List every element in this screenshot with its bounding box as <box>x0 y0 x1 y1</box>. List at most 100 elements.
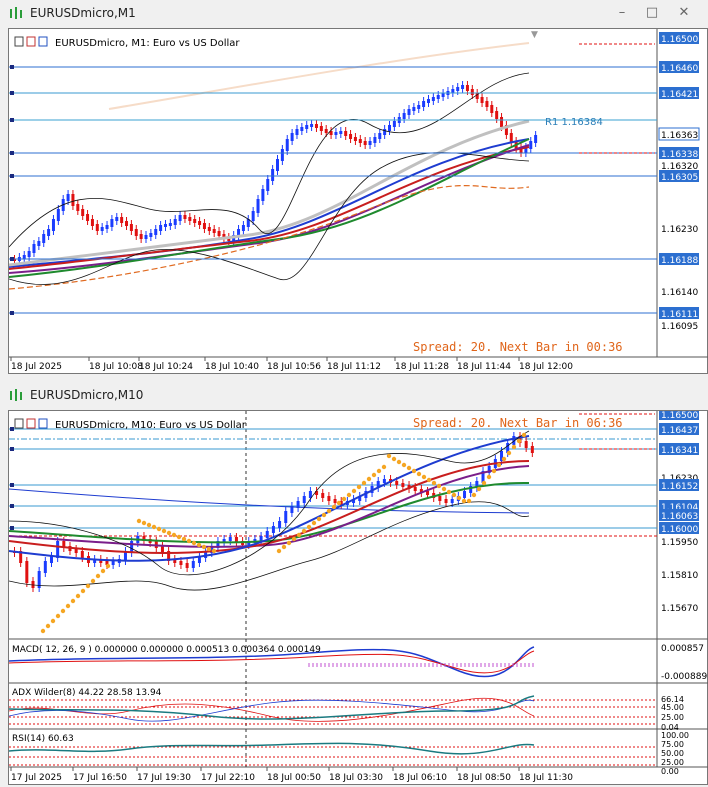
candle-body <box>290 506 294 513</box>
bottom-titlebar[interactable]: EURUSDmicro,M10 <box>0 382 708 410</box>
sar-dot <box>421 474 427 480</box>
candle-body <box>500 117 504 127</box>
candle-body <box>167 551 171 561</box>
candle-body <box>134 229 138 236</box>
sar-dot <box>461 498 467 504</box>
candle-body <box>154 229 158 235</box>
candle-body <box>412 107 416 111</box>
top-titlebar[interactable]: EURUSDmicro,M1 – □ ✕ <box>0 0 708 28</box>
candle-body <box>305 125 309 129</box>
top-chart-window: EURUSDmicro,M1 – □ ✕ 1.16500 1.16460 1.164… <box>0 0 708 380</box>
candle-body <box>241 225 245 231</box>
price-label: 1.16320 <box>661 162 698 172</box>
minimize-button[interactable]: – <box>618 5 626 20</box>
rsi-scale-label: 50.00 <box>661 749 684 758</box>
sar-dot <box>211 548 217 554</box>
time-label: 18 Jul 2025 <box>11 362 62 372</box>
candle-body <box>444 499 448 503</box>
candle-body <box>290 133 294 141</box>
price-tag <box>659 253 699 265</box>
sar-dot <box>446 489 452 495</box>
candle-body <box>80 551 84 558</box>
sar-dot <box>426 477 432 483</box>
close-button[interactable]: ✕ <box>678 5 690 20</box>
top-chart-area[interactable]: 1.16500 1.16460 1.16421 1.16363 1.16338 1.163… <box>8 28 708 374</box>
candle-body <box>185 563 189 568</box>
candle-body <box>469 486 473 493</box>
candle-body <box>314 124 318 128</box>
candle-body <box>490 105 494 113</box>
candle-body <box>417 105 421 109</box>
price-label: 1.16338 <box>661 150 698 160</box>
candle-body <box>144 235 148 239</box>
candle-body <box>441 93 445 97</box>
bottom-horizontal-lines[interactable] <box>9 413 657 537</box>
sar-dot <box>331 504 337 510</box>
candle-body <box>353 137 357 141</box>
candle-body <box>212 229 216 233</box>
candle-body <box>95 224 99 231</box>
adx-scale-label: 45.00 <box>661 703 684 712</box>
maximize-button[interactable]: □ <box>645 5 659 20</box>
candle-body <box>308 491 312 498</box>
candle-body <box>529 141 533 149</box>
candle-body <box>100 227 104 231</box>
sar-dot <box>476 486 482 492</box>
macd-label: MACD( 12, 26, 9 ) 0.000000 0.000000 0.00… <box>12 645 321 655</box>
candle-body <box>296 501 300 508</box>
chart-symbol-label: EURUSDmicro, M10: Euro vs US Dollar <box>55 420 247 431</box>
price-label: 1.16341 <box>661 446 698 456</box>
candle-body <box>339 501 343 505</box>
candle-body <box>344 131 348 136</box>
sar-dot <box>321 512 327 518</box>
adx-main-line <box>8 695 535 720</box>
candle-body <box>259 536 263 541</box>
line-handle <box>10 257 14 261</box>
candle-body <box>163 224 167 227</box>
candle-body <box>463 491 467 498</box>
sar-dot <box>366 476 372 482</box>
line-handle <box>10 504 14 508</box>
top-chart-svg[interactable]: 1.16500 1.16460 1.16421 1.16363 1.16338 1.163… <box>8 29 708 373</box>
ma-long-line <box>8 488 530 514</box>
adx-plus-di <box>8 699 535 722</box>
sar-dot <box>176 534 182 540</box>
candle-body <box>149 233 153 237</box>
candle-body <box>217 231 221 236</box>
line-handle <box>10 447 14 451</box>
candle-body <box>487 466 491 473</box>
candle-body <box>271 526 275 533</box>
sar-dot <box>431 480 437 486</box>
candle-body <box>302 496 306 503</box>
time-label: 18 Jul 10:40 <box>205 362 259 372</box>
ma-orange-dashed-line <box>8 185 530 290</box>
candle-body <box>142 536 146 541</box>
candle-body <box>333 499 337 503</box>
price-tag <box>659 443 699 455</box>
sar-dot <box>276 548 282 554</box>
candle-body <box>222 234 226 239</box>
chart-header: EURUSDmicro, M1: Euro vs US Dollar <box>14 36 240 49</box>
adx-scale-label: 66.14 <box>661 695 684 704</box>
candle-body <box>280 149 284 161</box>
sar-dot <box>286 540 292 546</box>
sar-dot <box>105 563 111 569</box>
time-label: 18 Jul 03:30 <box>329 773 383 783</box>
time-label: 18 Jul 11:44 <box>457 362 511 372</box>
candle-body <box>261 189 265 201</box>
time-label: 17 Jul 16:50 <box>73 773 127 783</box>
top-horizontal-lines[interactable] <box>9 43 657 315</box>
candle-body <box>327 496 331 501</box>
bottom-chart-area[interactable]: 1.165001.164371.163411.162301.161521.161… <box>8 408 708 785</box>
rsi-scale-label: 75.00 <box>661 740 684 749</box>
sar-dot <box>181 536 187 542</box>
time-label: 18 Jul 11:12 <box>327 362 381 372</box>
candle-body <box>363 141 367 145</box>
candle-body <box>234 537 238 543</box>
candle-body <box>120 217 124 223</box>
candle-body <box>37 241 41 246</box>
sar-dot <box>296 532 302 538</box>
sar-dot <box>521 432 527 438</box>
sar-dot <box>381 464 387 470</box>
bottom-chart-svg[interactable]: 1.165001.164371.163411.162301.161521.161… <box>8 408 708 784</box>
